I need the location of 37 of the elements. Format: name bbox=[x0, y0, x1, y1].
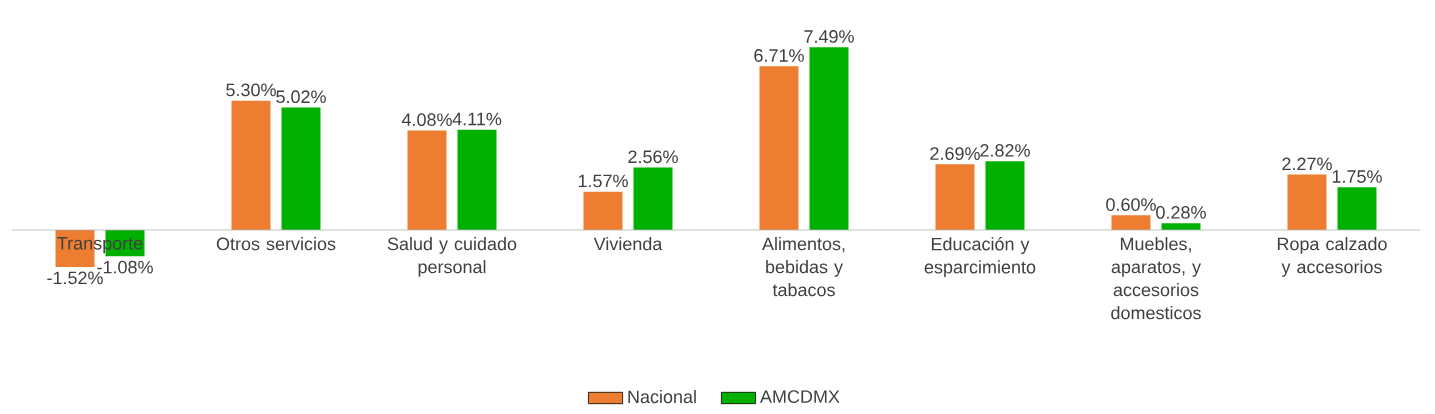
bar bbox=[985, 161, 1025, 230]
x-tick-label: Otros servicios bbox=[216, 237, 336, 251]
data-label: 4.11% bbox=[452, 112, 502, 126]
data-label: 1.57% bbox=[578, 174, 628, 188]
x-tick-label: Transporte bbox=[57, 237, 143, 254]
data-label: 2.56% bbox=[628, 150, 678, 164]
data-label: 2.27% bbox=[1282, 157, 1332, 171]
legend-label: Nacional bbox=[628, 389, 696, 404]
data-label: 0.28% bbox=[1156, 206, 1206, 219]
data-label: 0.60% bbox=[1106, 198, 1156, 211]
bar bbox=[809, 47, 849, 230]
x-tick-label: Muebles, aparatos, y accesorios domesticos bbox=[1111, 237, 1201, 320]
x-tick-label: Alimentos, bebidas y tabacos bbox=[762, 237, 845, 297]
bar bbox=[1287, 174, 1327, 230]
legend-label: AMCDMX bbox=[759, 390, 840, 403]
data-label: 1.75% bbox=[1332, 170, 1382, 183]
data-label: 7.49% bbox=[804, 30, 854, 43]
bar bbox=[583, 191, 623, 230]
x-tick-label: Ropa calzado y accesorios bbox=[1277, 237, 1387, 277]
data-label: 5.02% bbox=[276, 90, 326, 104]
bar bbox=[759, 66, 799, 230]
data-label: 2.82% bbox=[980, 144, 1030, 157]
data-label: 5.30% bbox=[226, 83, 276, 97]
bar bbox=[457, 129, 497, 230]
bar bbox=[633, 167, 673, 230]
bar bbox=[231, 100, 271, 230]
data-label: 2.69% bbox=[930, 147, 980, 160]
bar bbox=[935, 164, 975, 230]
data-label: 6.71% bbox=[754, 49, 804, 62]
bar bbox=[1337, 187, 1377, 230]
bar bbox=[281, 107, 321, 230]
x-tick-label: Educación y esparcimiento bbox=[924, 237, 1036, 278]
x-tick-label: Vivienda bbox=[593, 237, 663, 251]
bar bbox=[407, 130, 447, 230]
data-label: 4.08% bbox=[401, 113, 452, 127]
x-tick-label: Salud y cuidado personal bbox=[387, 237, 517, 277]
bar bbox=[1111, 215, 1151, 230]
